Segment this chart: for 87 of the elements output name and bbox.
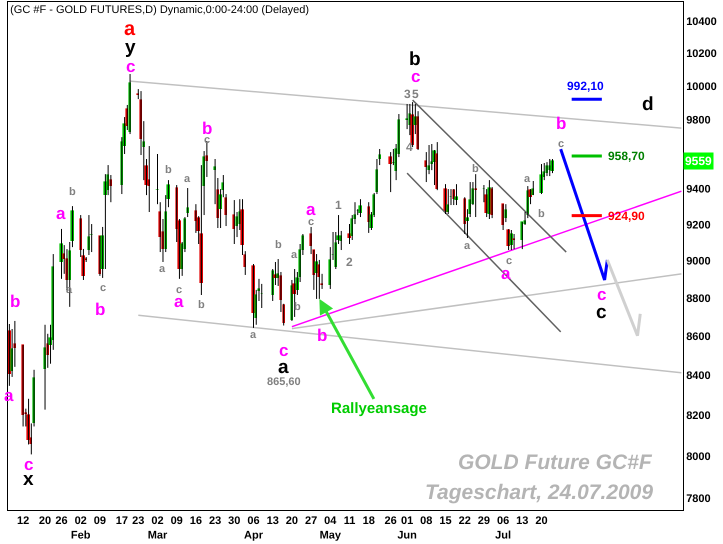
x-tick-label: 13 [516,515,528,528]
x-tick-label: 09 [94,515,106,528]
y-tick-label: 10200 [686,48,717,60]
y-tick-label: 8200 [686,410,711,422]
x-tick-label: 18 [362,515,375,528]
annotation: 992,10 [567,79,604,93]
x-tick-label: 20 [286,515,298,528]
y-tick-label: 10000 [686,80,717,93]
annotation: 1 [335,198,342,212]
x-tick-label: 23 [208,515,222,528]
annotation: b [275,239,282,251]
x-tick-label: 15 [439,515,452,528]
annotation: b [317,326,328,345]
x-tick-label: 29 [478,515,490,528]
annotation: 4 [406,140,413,154]
annotation: c [308,216,314,228]
x-tick-label: 27 [304,515,318,528]
x-tick-label: 23 [132,515,144,528]
annotation: c [558,138,564,150]
y-tick-label: 10400 [686,16,717,28]
annotation: a [159,263,166,275]
x-tick-label: 08 [420,515,432,528]
annotation: c [506,255,512,267]
annotation: 5 [412,87,419,101]
text: 9559 [685,154,712,168]
x-tick-label: 26 [384,515,397,528]
x-tick-label: 13 [266,515,279,528]
annotation: c [126,57,136,76]
x-tick-label: 02 Mar [148,515,168,542]
annotation: b [472,163,479,175]
annotation: d [642,94,654,115]
annotation: Rallyeansage [331,400,427,417]
annotation: c [597,285,606,304]
annotation: 2 [346,255,353,269]
x-tick-label: 22 [458,515,471,528]
annotation: a [124,18,136,40]
annotation: a [291,249,298,261]
annotation: b [95,300,106,319]
annotation: c [100,282,106,294]
annotation: 3 [404,87,411,101]
x-tick-label: 09 [170,515,183,528]
y-tick-label: 8600 [686,331,711,344]
annotation: a [278,357,289,378]
y-tick-label: 7800 [686,493,711,506]
y-tick-label: 9800 [686,114,711,126]
x-tick-label: 12 [16,515,30,528]
y-tick-label: 8400 [686,370,711,382]
annotation: c [411,67,420,86]
annotation: a [306,200,316,219]
annotation: b [409,49,421,70]
annotation: 865,60 [267,376,301,388]
annotation: 924,90 [608,209,646,223]
y-tick-label: 9200 [686,219,711,232]
x-tick-label: 17 [116,515,128,528]
x-tick-label: 20 [535,515,548,528]
x-tick-label: 06 Apr [244,515,264,542]
annotation: b [198,299,205,311]
x-tick-label: 11 [344,515,356,528]
annotation: b [556,114,566,133]
y-tick-label: 9000 [686,256,711,268]
annotation: b [538,208,545,220]
x-tick-label: 20 [38,515,52,528]
x-tick-label: 30 [228,515,240,528]
x-tick-label: 26 [55,515,68,528]
annotation: c [279,341,288,360]
y-tick-label: 8000 [686,451,711,464]
annotation: a [524,173,531,185]
x-tick-label: 16 [190,515,202,528]
annotation: a [184,173,191,185]
annotation: a [464,240,471,252]
y-tick-label: 8800 [686,293,711,305]
y-tick-label: 9400 [686,184,711,196]
annotation: b [165,164,172,176]
annotation: a [56,204,66,223]
annotation: y [125,37,136,58]
annotation: GOLD Future GC#F [458,451,653,474]
chart-title: (GC #F - GOLD FUTURES,D) Dynamic,0:00-24:00 (Delayed) [10,4,310,16]
annotation: 958,70 [608,149,646,163]
annotation: Tageschart, 24.07.2009 [425,481,654,504]
annotation: c [596,302,607,323]
x-tick-label: 04 May [320,515,342,542]
annotation: b [69,186,76,198]
x-tick-label: 01 Jun [397,515,418,542]
x-tick-label: 06 Jul [495,515,512,542]
annotation: b [10,292,20,311]
x-tick-label: 02 Feb [70,515,91,542]
annotation: a [250,329,257,341]
